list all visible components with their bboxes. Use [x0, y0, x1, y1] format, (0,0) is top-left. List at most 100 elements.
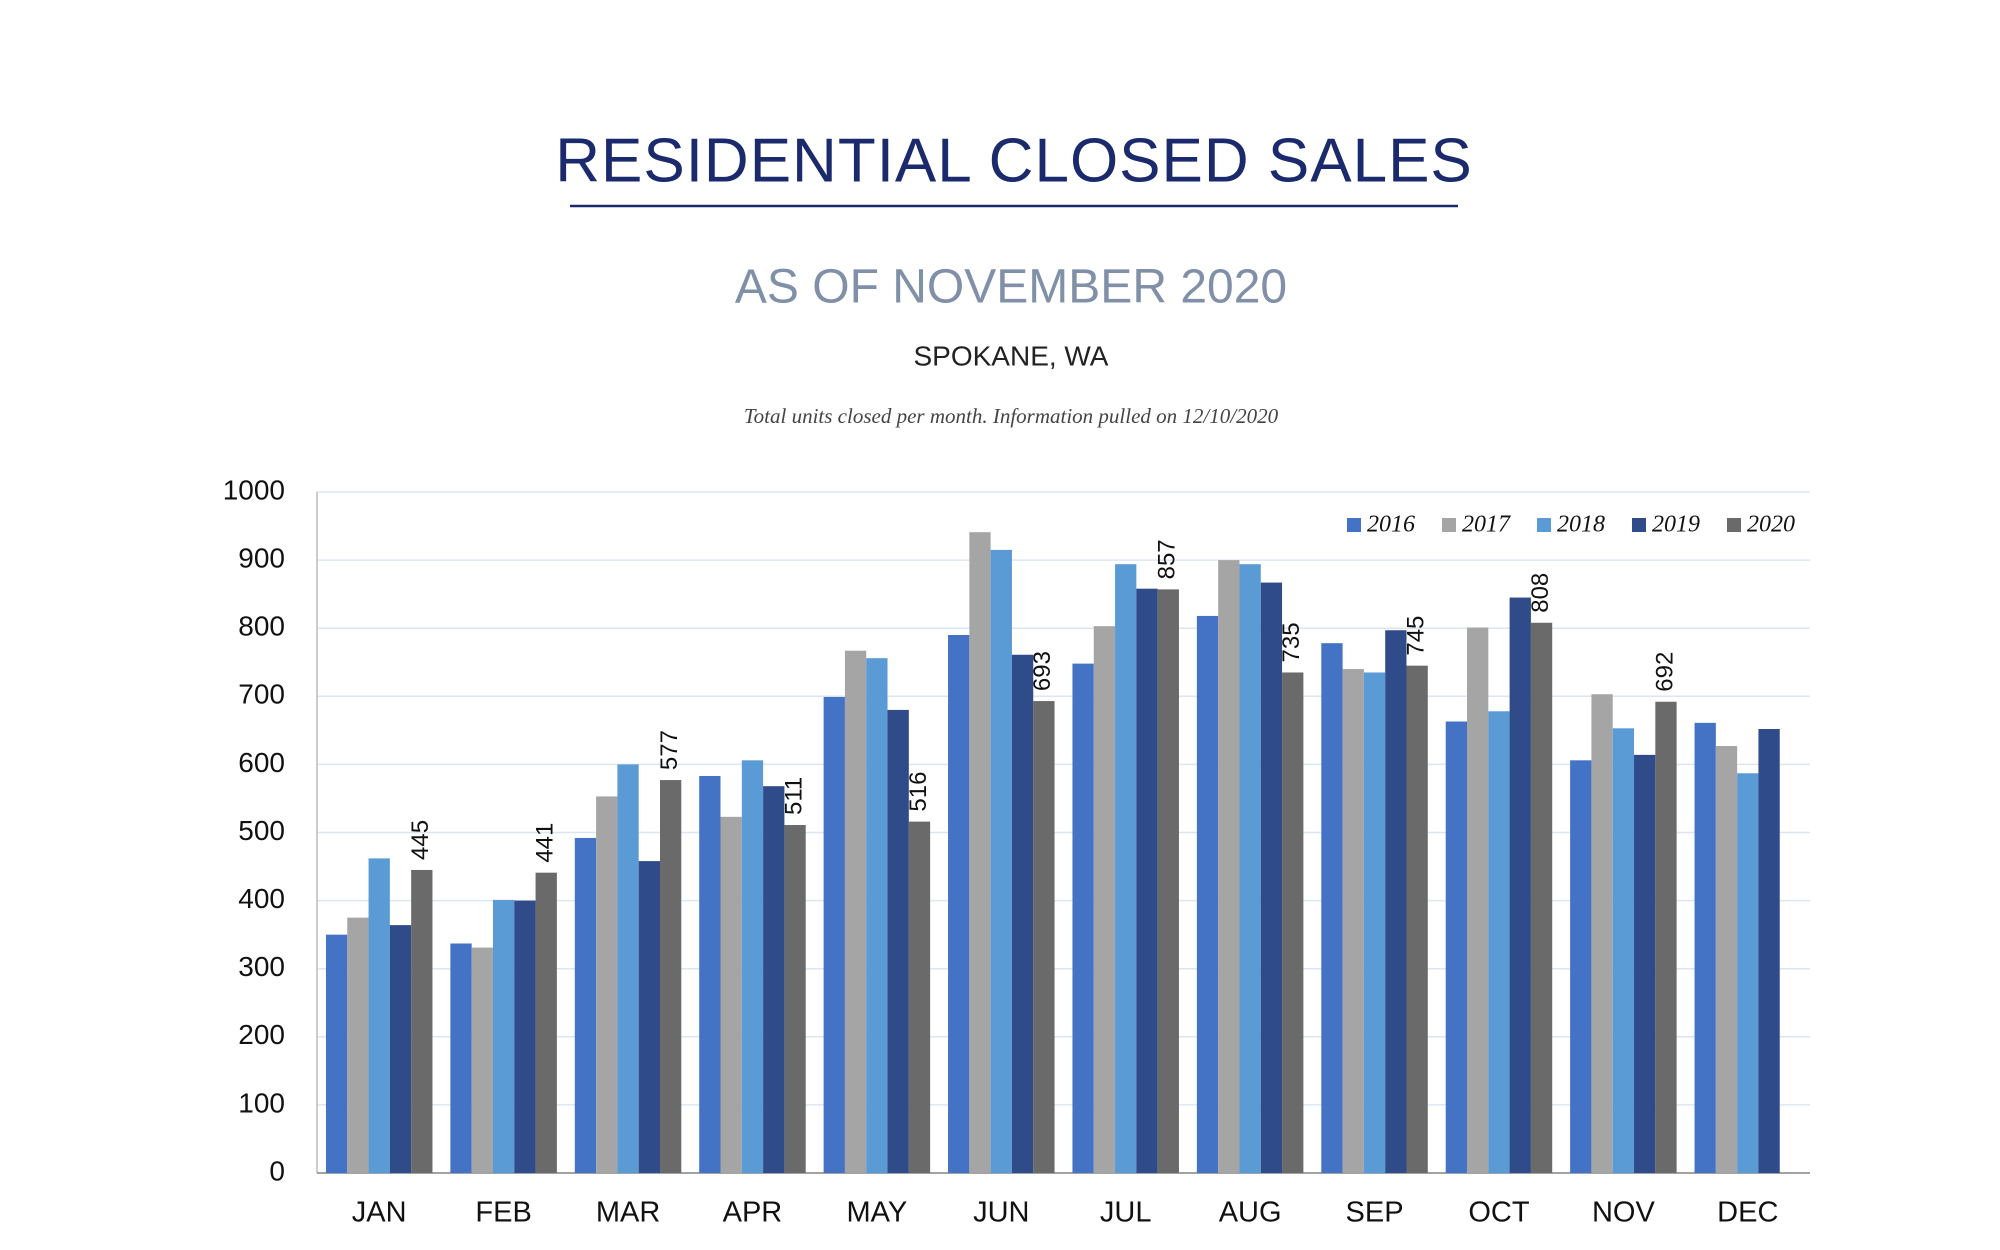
- bar: [1157, 589, 1179, 1173]
- bar: [450, 943, 472, 1173]
- bar: [1321, 643, 1343, 1173]
- y-tick-label: 700: [238, 679, 285, 710]
- data-label: 441: [532, 823, 559, 863]
- legend-swatch: [1347, 518, 1361, 532]
- bar: [1655, 701, 1677, 1173]
- bar: [1445, 721, 1468, 1173]
- legend-swatch: [1442, 518, 1456, 532]
- legend-label: 2016: [1367, 512, 1415, 538]
- bar: [535, 872, 557, 1173]
- x-tick-label: APR: [723, 1197, 783, 1229]
- bar: [1363, 672, 1386, 1173]
- bar: [784, 825, 806, 1173]
- chart-subtitle: AS OF NOVEMBER 2020: [735, 261, 1287, 314]
- bar: [1737, 773, 1759, 1173]
- bar: [471, 947, 493, 1173]
- bar: [699, 775, 721, 1173]
- data-label: 857: [1154, 539, 1181, 579]
- data-label: 745: [1402, 616, 1429, 656]
- bar: [1218, 560, 1240, 1173]
- bar: [347, 917, 369, 1173]
- bar: [514, 900, 536, 1173]
- data-label: 735: [1278, 622, 1305, 662]
- bar: [1509, 597, 1531, 1173]
- bar: [1115, 564, 1137, 1173]
- y-tick-label: 200: [238, 1019, 285, 1050]
- bar: [411, 869, 433, 1173]
- bar: [1530, 622, 1553, 1173]
- bar: [908, 821, 931, 1173]
- bar: [1570, 760, 1592, 1173]
- note: Total units closed per month. Informatio…: [744, 404, 1279, 428]
- x-tick-label: JUN: [973, 1197, 1029, 1229]
- y-tick-label: 600: [238, 747, 285, 778]
- bar: [823, 696, 845, 1173]
- y-tick-label: 500: [238, 815, 285, 846]
- bar: [1260, 582, 1283, 1173]
- legend-swatch: [1727, 518, 1741, 532]
- bar: [741, 760, 764, 1173]
- location: SPOKANE, WA: [913, 340, 1108, 371]
- data-label: 692: [1651, 652, 1678, 692]
- bar: [492, 899, 515, 1173]
- bar: [844, 650, 867, 1173]
- bar: [325, 934, 348, 1173]
- data-label: 511: [780, 777, 807, 815]
- x-tick-label: NOV: [1592, 1197, 1656, 1229]
- data-label: 808: [1527, 573, 1554, 613]
- data-label: 577: [656, 730, 683, 770]
- legend-swatch: [1537, 518, 1551, 532]
- bar: [1282, 672, 1304, 1173]
- legend-swatch: [1632, 518, 1646, 532]
- y-tick-label: 0: [269, 1155, 285, 1186]
- bar: [1488, 711, 1510, 1173]
- data-label: 516: [905, 772, 932, 812]
- legend-label: 2017: [1462, 512, 1511, 538]
- y-tick-label: 300: [238, 951, 285, 982]
- y-tick-label: 1000: [223, 474, 285, 505]
- bar: [389, 925, 412, 1173]
- bar: [1385, 630, 1407, 1173]
- bar: [1612, 728, 1635, 1173]
- bar: [617, 764, 639, 1173]
- x-tick-label: SEP: [1346, 1197, 1404, 1229]
- legend-label: 2020: [1747, 512, 1795, 538]
- bar: [948, 635, 970, 1173]
- bar: [659, 780, 682, 1173]
- bar: [1467, 627, 1489, 1173]
- bar: [720, 816, 742, 1173]
- bar: [887, 709, 909, 1173]
- x-tick-label: MAY: [847, 1197, 908, 1229]
- bar: [990, 549, 1012, 1173]
- data-label: 445: [407, 820, 434, 860]
- legend-label: 2018: [1557, 512, 1605, 538]
- bar: [1715, 746, 1738, 1173]
- bar: [1093, 626, 1116, 1173]
- bar: [866, 658, 888, 1173]
- bar: [1011, 654, 1034, 1173]
- x-tick-label: JAN: [352, 1197, 407, 1229]
- data-label: 693: [1029, 651, 1056, 691]
- bar: [1406, 665, 1428, 1173]
- bar: [1239, 564, 1261, 1173]
- bar: [1591, 694, 1613, 1173]
- bar: [763, 786, 785, 1173]
- bar: [969, 532, 991, 1173]
- bar: [1634, 754, 1656, 1173]
- bar: [1342, 669, 1364, 1173]
- x-tick-label: AUG: [1219, 1197, 1282, 1229]
- x-tick-label: DEC: [1717, 1197, 1778, 1229]
- x-tick-label: MAR: [596, 1197, 660, 1229]
- bar: [368, 858, 390, 1173]
- bar: [1694, 722, 1716, 1173]
- y-tick-label: 900: [238, 542, 285, 573]
- bar: [574, 837, 597, 1173]
- x-tick-label: OCT: [1468, 1197, 1530, 1229]
- y-tick-label: 100: [238, 1087, 285, 1118]
- x-tick-label: FEB: [475, 1197, 531, 1229]
- bar: [1072, 663, 1094, 1173]
- x-tick-label: JUL: [1100, 1197, 1152, 1229]
- bar: [1136, 588, 1158, 1173]
- bar: [1196, 615, 1219, 1173]
